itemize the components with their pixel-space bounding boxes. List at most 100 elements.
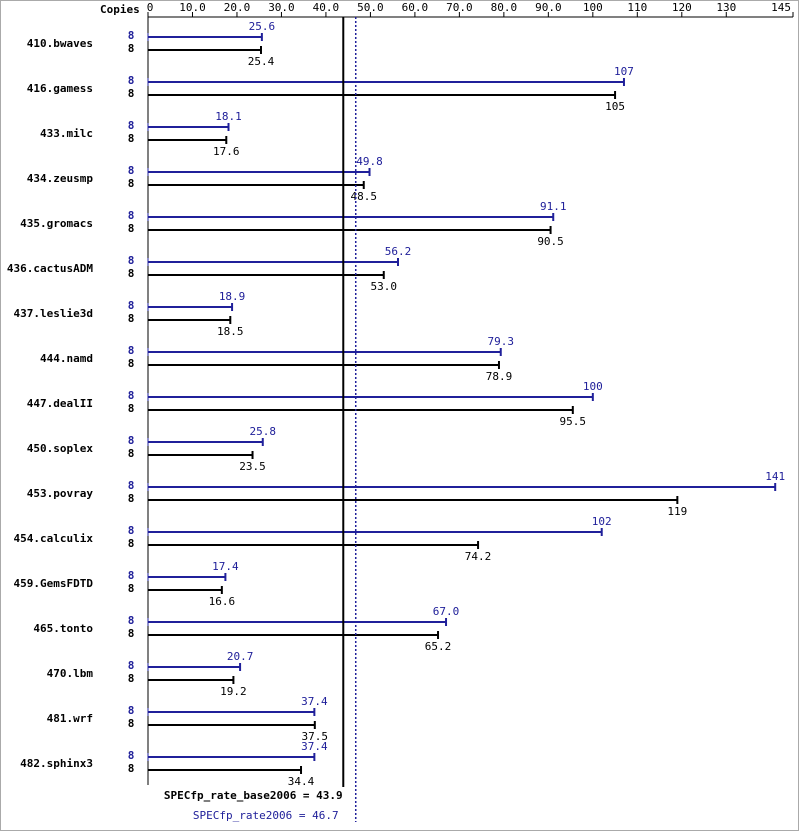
copies: 8	[128, 389, 135, 402]
x-tick-label: 100	[583, 1, 603, 14]
x-tick-label: 80.0	[491, 1, 518, 14]
x-tick-label: 30.0	[268, 1, 295, 14]
benchmark-name: 444.namd	[40, 352, 93, 365]
copies: 8	[128, 614, 135, 627]
copies: 8	[128, 537, 135, 550]
value-label: 25.4	[248, 55, 275, 68]
x-tick-label: 10.0	[179, 1, 206, 14]
copies: 8	[128, 344, 135, 357]
x-tick-label: 110	[627, 1, 647, 14]
copies: 8	[128, 74, 135, 87]
value-label: 17.4	[212, 560, 239, 573]
value-label: 141	[765, 470, 785, 483]
value-label: 67.0	[433, 605, 460, 618]
value-label: 23.5	[239, 460, 266, 473]
copies: 8	[128, 524, 135, 537]
value-label: 17.6	[213, 145, 240, 158]
copies: 8	[128, 119, 135, 132]
value-label: 107	[614, 65, 634, 78]
benchmark-name: 416.gamess	[27, 82, 93, 95]
x-tick-label: 120	[672, 1, 692, 14]
mean-label: SPECfp_rate2006 = 46.7	[193, 809, 339, 822]
value-label: 19.2	[220, 685, 247, 698]
value-label: 20.7	[227, 650, 254, 663]
benchmark-name: 436.cactusADM	[7, 262, 93, 275]
benchmark-name: 482.sphinx3	[20, 757, 93, 770]
x-tick-label: 50.0	[357, 1, 384, 14]
value-label: 79.3	[487, 335, 514, 348]
copies: 8	[128, 164, 135, 177]
value-label: 91.1	[540, 200, 567, 213]
copies: 8	[128, 87, 135, 100]
copies: 8	[128, 627, 135, 640]
value-label: 48.5	[350, 190, 377, 203]
copies: 8	[128, 659, 135, 672]
copies: 8	[128, 402, 135, 415]
value-label: 95.5	[560, 415, 587, 428]
value-label: 56.2	[385, 245, 412, 258]
copies: 8	[128, 29, 135, 42]
mean-label: SPECfp_rate_base2006 = 43.9	[164, 789, 343, 802]
value-label: 105	[605, 100, 625, 113]
x-tick-label: 40.0	[313, 1, 340, 14]
copies: 8	[128, 42, 135, 55]
copies: 8	[128, 582, 135, 595]
copies: 8	[128, 222, 135, 235]
copies: 8	[128, 749, 135, 762]
benchmark-name: 447.dealII	[27, 397, 93, 410]
copies-header: Copies	[100, 3, 140, 16]
x-tick-label: 20.0	[224, 1, 251, 14]
copies: 8	[128, 312, 135, 325]
copies: 8	[128, 254, 135, 267]
value-label: 18.1	[215, 110, 242, 123]
benchmark-name: 437.leslie3d	[14, 307, 93, 320]
x-tick-label: 60.0	[402, 1, 429, 14]
benchmark-name: 465.tonto	[33, 622, 93, 635]
value-label: 37.5	[302, 730, 329, 743]
benchmark-name: 435.gromacs	[20, 217, 93, 230]
value-label: 65.2	[425, 640, 452, 653]
benchmark-name: 453.povray	[27, 487, 94, 500]
copies: 8	[128, 267, 135, 280]
benchmark-name: 433.milc	[40, 127, 93, 140]
copies: 8	[128, 132, 135, 145]
copies: 8	[128, 672, 135, 685]
copies: 8	[128, 209, 135, 222]
value-label: 49.8	[356, 155, 383, 168]
value-label: 18.5	[217, 325, 244, 338]
value-label: 18.9	[219, 290, 246, 303]
value-label: 25.8	[250, 425, 277, 438]
copies: 8	[128, 357, 135, 370]
value-label: 78.9	[486, 370, 513, 383]
value-label: 90.5	[537, 235, 564, 248]
x-tick-label: 70.0	[446, 1, 473, 14]
copies: 8	[128, 434, 135, 447]
value-label: 119	[667, 505, 687, 518]
benchmark-name: 454.calculix	[14, 532, 94, 545]
copies: 8	[128, 299, 135, 312]
value-label: 34.4	[288, 775, 315, 788]
copies: 8	[128, 492, 135, 505]
copies: 8	[128, 569, 135, 582]
benchmark-name: 410.bwaves	[27, 37, 93, 50]
benchmark-name: 450.soplex	[27, 442, 94, 455]
x-tick-label: 90.0	[535, 1, 562, 14]
value-label: 25.6	[249, 20, 276, 33]
benchmark-name: 434.zeusmp	[27, 172, 94, 185]
copies: 8	[128, 717, 135, 730]
x-tick-label: 0	[147, 1, 154, 14]
value-label: 16.6	[209, 595, 236, 608]
benchmark-name: 459.GemsFDTD	[14, 577, 94, 590]
value-label: 74.2	[465, 550, 492, 563]
value-label: 37.4	[301, 695, 328, 708]
value-label: 53.0	[371, 280, 398, 293]
x-tick-label: 130	[716, 1, 736, 14]
copies: 8	[128, 479, 135, 492]
benchmark-name: 481.wrf	[47, 712, 93, 725]
copies: 8	[128, 762, 135, 775]
copies: 8	[128, 447, 135, 460]
copies: 8	[128, 177, 135, 190]
value-label: 100	[583, 380, 603, 393]
